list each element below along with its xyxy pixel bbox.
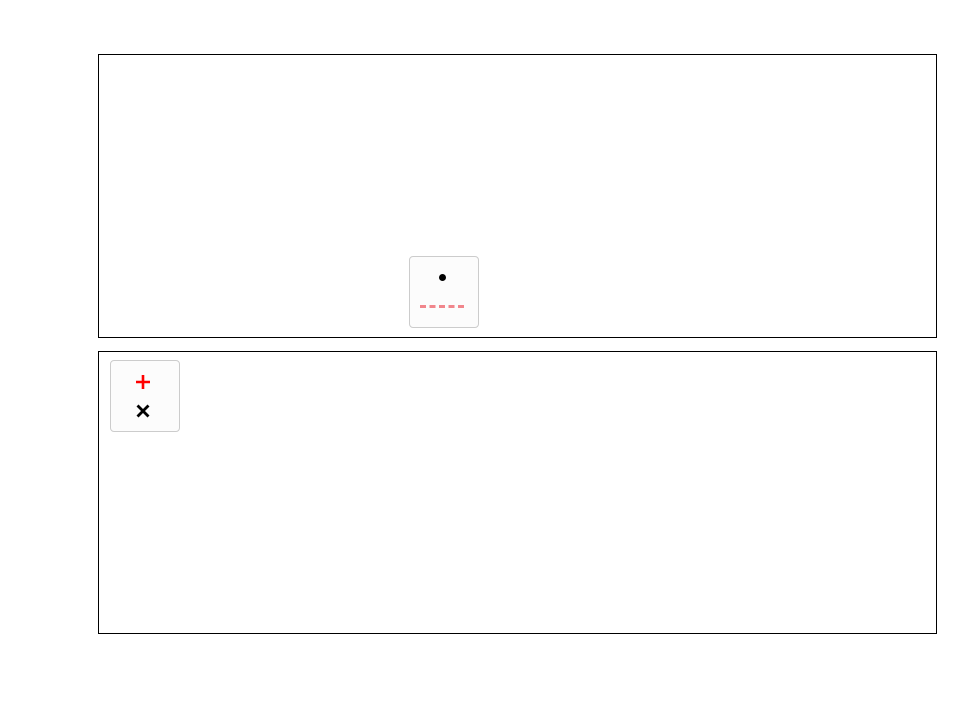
top-plot-area bbox=[99, 55, 936, 337]
legend-item-predicted-stars bbox=[119, 396, 169, 425]
threshold-dashed-line-icon bbox=[418, 292, 466, 321]
top-legend bbox=[409, 256, 479, 328]
legend-item-threshold bbox=[418, 292, 468, 321]
matched-plus-icon bbox=[119, 367, 167, 396]
bottom-legend bbox=[110, 360, 180, 432]
top-axes-ratio-panel bbox=[98, 54, 937, 338]
bottom-axes-count-panel bbox=[98, 351, 937, 634]
legend-item-matched-stars bbox=[119, 367, 169, 396]
bottom-plot-area bbox=[99, 352, 936, 633]
predicted-cross-icon bbox=[119, 396, 167, 425]
measurements-dot-icon bbox=[418, 263, 466, 292]
legend-item-measurements bbox=[418, 263, 468, 292]
